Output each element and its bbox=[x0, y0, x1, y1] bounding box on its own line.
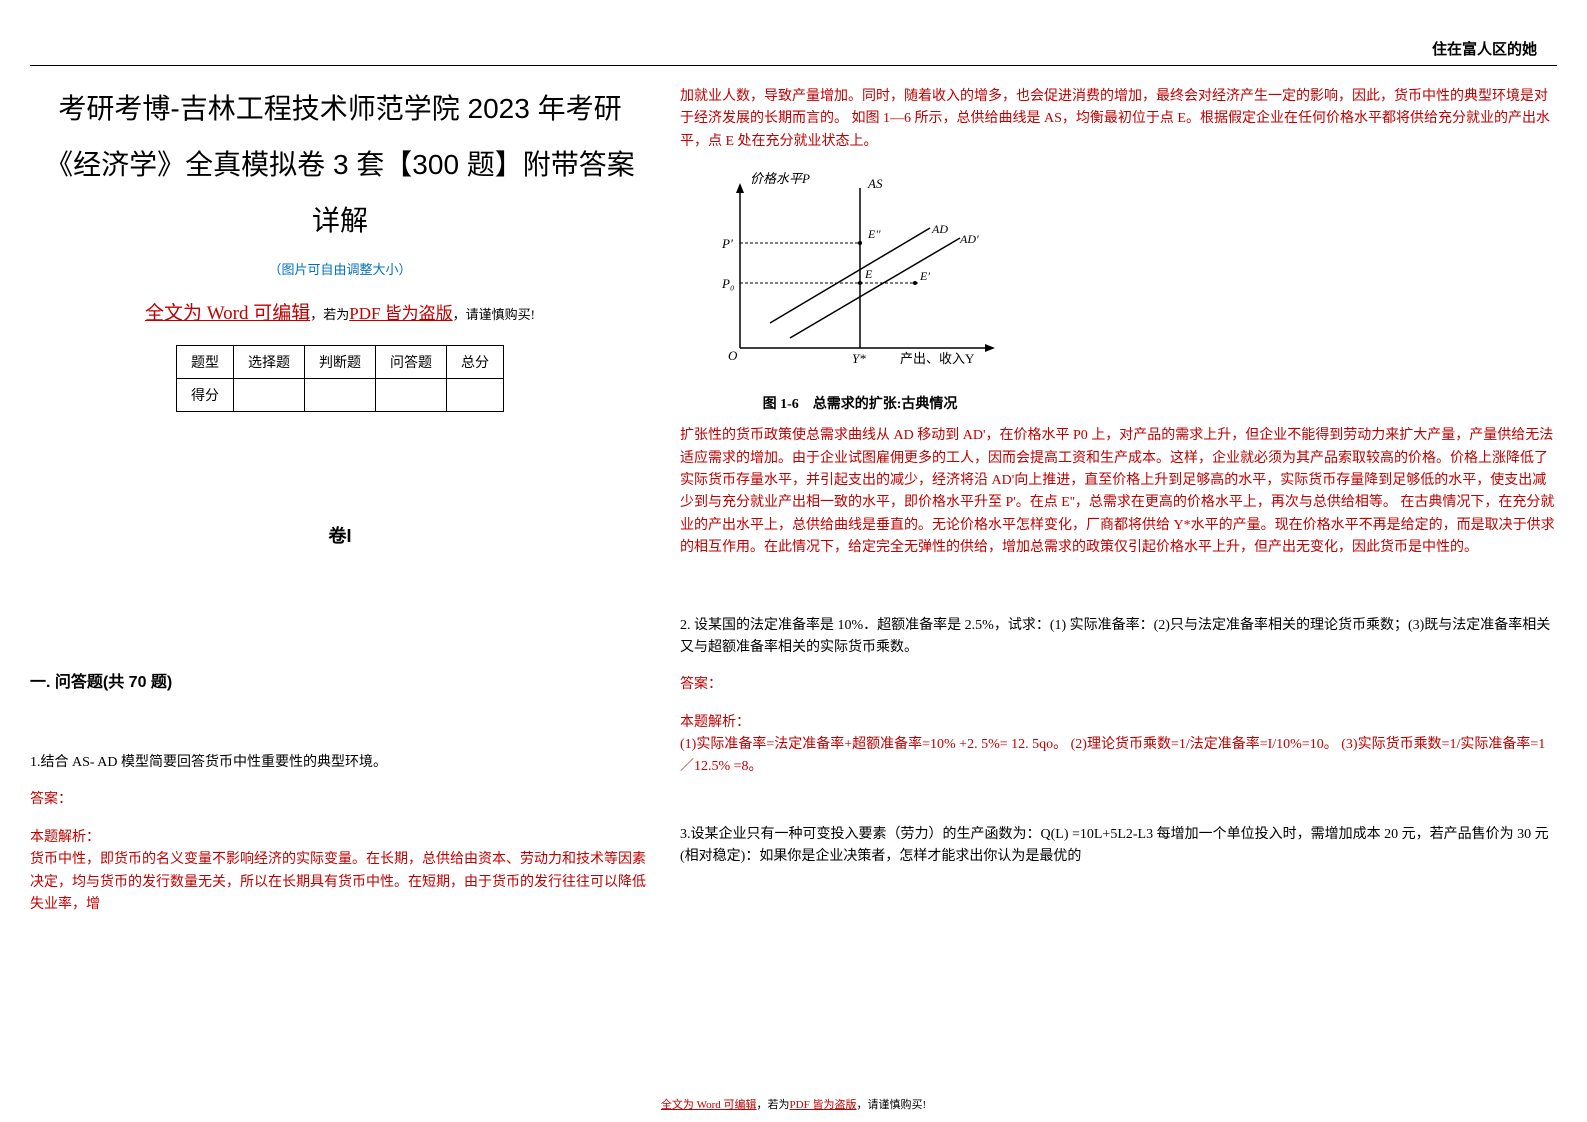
q1-text: 1.结合 AS- AD 模型简要回答货币中性重要性的典型环境。 bbox=[30, 752, 650, 774]
question-1: 1.结合 AS- AD 模型简要回答货币中性重要性的典型环境。 答案： 本题解析… bbox=[30, 752, 650, 916]
ad-label: AD bbox=[931, 222, 948, 236]
right-column: 加就业人数，导致产量增加。同时，随着收入的增多，也会促进消费的增加，最终会对经济… bbox=[680, 76, 1557, 916]
title-line2: 《经济学》全真模拟卷 3 套【300 题】附带答案 bbox=[30, 137, 650, 193]
main-title: 考研考博-吉林工程技术师范学院 2023 年考研 《经济学》全真模拟卷 3 套【… bbox=[30, 81, 650, 249]
header-divider bbox=[30, 65, 1557, 66]
left-column: 考研考博-吉林工程技术师范学院 2023 年考研 《经济学》全真模拟卷 3 套【… bbox=[30, 76, 650, 916]
score-table: 题型 选择题 判断题 问答题 总分 得分 bbox=[176, 345, 504, 412]
q2-analysis: (1)实际准备率=法定准备率+超额准备率=10% +2. 5%= 12. 5qo… bbox=[680, 734, 1557, 779]
th-answer: 问答题 bbox=[376, 346, 447, 379]
th-choice: 选择题 bbox=[234, 346, 305, 379]
table-row: 题型 选择题 判断题 问答题 总分 bbox=[177, 346, 504, 379]
p0-label: P₀ bbox=[721, 276, 734, 291]
word-editable-text: 全文为 Word 可编辑 bbox=[145, 303, 310, 324]
as-ad-chart: 价格水平P AS P' P₀ E'' E E' AD' AD O Y* 产出、收… bbox=[700, 168, 1557, 383]
footer-prefix: 全文为 Word 可编辑 bbox=[661, 1099, 757, 1111]
title-line1: 考研考博-吉林工程技术师范学院 2023 年考研 bbox=[30, 81, 650, 137]
q1-answer-label: 答案： bbox=[30, 789, 650, 811]
ep-label: E' bbox=[919, 269, 930, 283]
footer-mid: ，若为 bbox=[757, 1099, 790, 1111]
editable-suffix: ，请谨慎购买! bbox=[453, 307, 535, 322]
q3-text: 3.设某企业只有一种可变投入要素（劳力）的生产函数为：Q(L) =10L+5L2… bbox=[680, 824, 1557, 869]
as-label: AS bbox=[867, 176, 883, 191]
q2-answer-label: 答案： bbox=[680, 674, 1557, 696]
q2-text: 2. 设某国的法定准备率是 10%．超额准备率是 2.5%，试求：(1) 实际准… bbox=[680, 615, 1557, 660]
td-empty bbox=[447, 379, 504, 412]
chart-caption: 图 1-6 总需求的扩张:古典情况 bbox=[700, 393, 1020, 413]
footer-pdf: PDF 皆为盗版 bbox=[790, 1099, 857, 1111]
section-title: 一. 问答题(共 70 题) bbox=[30, 668, 650, 692]
volume-title: 卷I bbox=[30, 522, 650, 548]
footer-suffix: ，请谨慎购买! bbox=[856, 1099, 926, 1111]
td-empty bbox=[376, 379, 447, 412]
th-total: 总分 bbox=[447, 346, 504, 379]
editable-mid: ，若为 bbox=[310, 307, 349, 322]
editable-warning: 全文为 Word 可编辑，若为PDF 皆为盗版，请谨慎购买! bbox=[30, 298, 650, 325]
origin-label: O bbox=[728, 348, 738, 363]
th-judge: 判断题 bbox=[305, 346, 376, 379]
y-axis-label: 价格水平P bbox=[750, 171, 810, 186]
question-3: 3.设某企业只有一种可变投入要素（劳力）的生产函数为：Q(L) =10L+5L2… bbox=[680, 824, 1557, 869]
e-label: E bbox=[864, 267, 873, 281]
td-score-label: 得分 bbox=[177, 379, 234, 412]
td-empty bbox=[234, 379, 305, 412]
two-column-layout: 考研考博-吉林工程技术师范学院 2023 年考研 《经济学》全真模拟卷 3 套【… bbox=[30, 76, 1557, 916]
q1-analysis-label: 本题解析： bbox=[30, 827, 650, 849]
right-para1: 加就业人数，导致产量增加。同时，随着收入的增多，也会促进消费的增加，最终会对经济… bbox=[680, 86, 1557, 153]
table-row: 得分 bbox=[177, 379, 504, 412]
adp-label: AD' bbox=[959, 232, 979, 246]
td-empty bbox=[305, 379, 376, 412]
th-type: 题型 bbox=[177, 346, 234, 379]
pp-label: P' bbox=[721, 236, 733, 251]
image-resize-note: （图片可自由调整大小） bbox=[30, 259, 650, 278]
epp-label: E'' bbox=[867, 227, 881, 241]
footer-warning: 全文为 Word 可编辑，若为PDF 皆为盗版，请谨慎购买! bbox=[0, 1096, 1587, 1112]
q2-analysis-label: 本题解析： bbox=[680, 712, 1557, 734]
header-right-text: 住在富人区的她 bbox=[1432, 38, 1537, 59]
pdf-piracy-text: PDF 皆为盗版 bbox=[349, 304, 452, 323]
right-para2: 扩张性的货币政策使总需求曲线从 AD 移动到 AD'，在价格水平 P0 上，对产… bbox=[680, 425, 1557, 559]
chart-svg: 价格水平P AS P' P₀ E'' E E' AD' AD O Y* 产出、收… bbox=[700, 168, 1020, 378]
x-axis-label: 产出、收入Y bbox=[900, 351, 975, 366]
question-2: 2. 设某国的法定准备率是 10%．超额准备率是 2.5%，试求：(1) 实际准… bbox=[680, 615, 1557, 779]
title-line3: 详解 bbox=[30, 193, 650, 249]
q1-analysis: 货币中性，即货币的名义变量不影响经济的实际变量。在长期，总供给由资本、劳动力和技… bbox=[30, 849, 650, 916]
ystar-label: Y* bbox=[852, 351, 866, 366]
